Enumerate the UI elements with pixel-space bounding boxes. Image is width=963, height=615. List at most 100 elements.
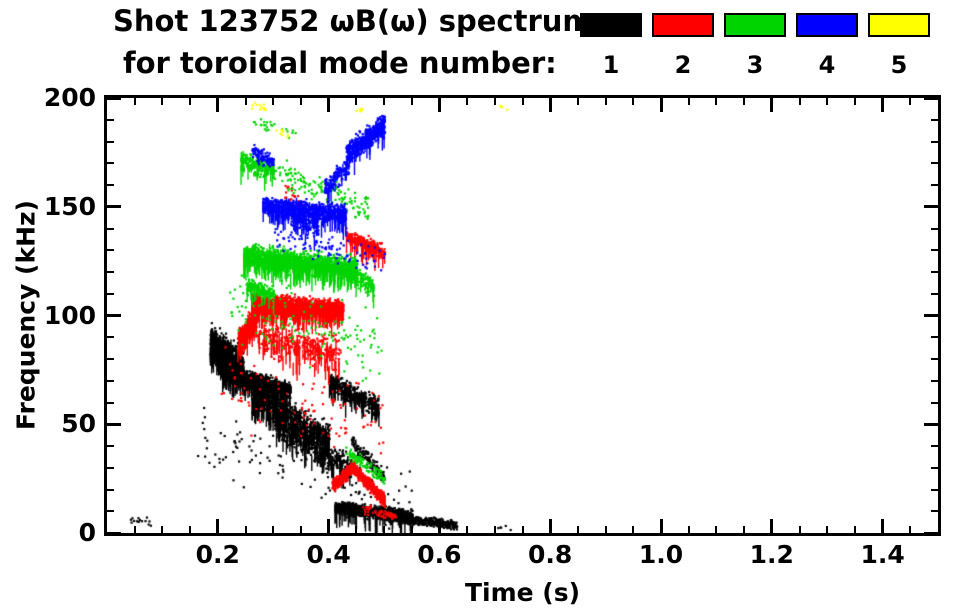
x-tick-label-1.0: 1.0 <box>638 540 684 569</box>
y-tick-label-200: 200 <box>43 83 96 112</box>
x-minor-tick <box>355 98 358 105</box>
x-minor-tick <box>743 98 746 105</box>
y-minor-tick <box>931 401 938 404</box>
y-minor-tick <box>107 510 114 513</box>
y-major-tick <box>924 205 938 209</box>
x-minor-tick <box>189 526 192 533</box>
x-minor-tick <box>161 98 164 105</box>
y-minor-tick <box>107 445 114 447</box>
legend-swatches <box>580 13 930 37</box>
x-minor-tick <box>410 98 413 105</box>
legend-swatch-n3 <box>724 13 786 37</box>
x-major-tick <box>327 98 331 112</box>
x-minor-tick <box>189 98 192 105</box>
x-major-tick <box>548 519 552 533</box>
x-minor-tick <box>798 526 801 533</box>
x-minor-tick <box>521 526 524 533</box>
y-minor-tick <box>931 445 938 447</box>
x-minor-tick <box>743 526 746 533</box>
x-minor-tick <box>853 526 856 533</box>
x-minor-tick <box>244 526 247 533</box>
legend-swatch-n5 <box>868 13 930 37</box>
legend-labels: 1 2 3 4 5 <box>580 51 930 79</box>
x-minor-tick <box>604 526 607 533</box>
y-major-tick <box>924 531 938 535</box>
x-minor-tick <box>826 98 829 105</box>
x-minor-tick <box>493 526 496 533</box>
legend-label-n3: 3 <box>746 51 764 79</box>
x-minor-tick <box>466 98 469 105</box>
x-major-tick <box>659 98 663 112</box>
y-minor-tick <box>107 227 114 230</box>
x-minor-tick <box>715 98 718 105</box>
x-major-tick <box>327 519 331 533</box>
x-minor-tick <box>383 98 385 105</box>
x-minor-tick <box>576 526 579 533</box>
x-major-tick <box>437 98 441 112</box>
y-major-tick <box>107 205 121 209</box>
x-minor-tick <box>909 98 912 105</box>
x-major-tick <box>770 98 774 112</box>
y-minor-tick <box>107 401 114 404</box>
y-minor-tick <box>931 140 938 143</box>
x-minor-tick <box>909 526 912 533</box>
x-tick-label-1.2: 1.2 <box>749 540 794 569</box>
y-minor-tick <box>107 488 114 491</box>
y-major-tick <box>107 531 121 535</box>
plot-area <box>104 95 941 536</box>
y-major-tick <box>107 96 121 100</box>
x-major-tick <box>437 519 441 533</box>
y-minor-tick <box>931 227 938 230</box>
y-minor-tick <box>931 271 938 273</box>
x-minor-tick <box>687 526 690 533</box>
x-minor-tick <box>299 526 302 533</box>
x-minor-tick <box>826 526 829 533</box>
x-minor-tick <box>244 98 247 105</box>
y-minor-tick <box>931 118 938 121</box>
x-minor-tick <box>410 526 413 533</box>
y-minor-tick <box>107 379 114 382</box>
y-minor-tick <box>107 184 114 186</box>
x-minor-tick <box>632 98 635 105</box>
y-minor-tick <box>931 510 938 513</box>
y-major-tick <box>924 96 938 100</box>
y-major-tick <box>107 422 121 426</box>
x-minor-tick <box>299 98 302 105</box>
x-minor-tick <box>383 526 385 533</box>
chart-title-line2: for toroidal mode number: <box>123 46 557 80</box>
y-minor-tick <box>931 466 938 469</box>
spectrum-canvas <box>107 98 938 533</box>
x-tick-label-0.4: 0.4 <box>306 540 351 569</box>
x-major-tick <box>216 98 220 112</box>
x-minor-tick <box>687 98 690 105</box>
legend-label-n1: 1 <box>602 51 620 79</box>
x-minor-tick <box>272 526 275 533</box>
y-minor-tick <box>931 249 938 252</box>
x-minor-tick <box>133 98 136 105</box>
x-tick-label-1.4: 1.4 <box>860 540 905 569</box>
legend-label-n2: 2 <box>674 51 692 79</box>
y-tick-label-0: 0 <box>78 518 96 547</box>
x-minor-tick <box>632 526 635 533</box>
x-major-tick <box>216 519 220 533</box>
y-minor-tick <box>107 336 114 339</box>
y-tick-label-150: 150 <box>43 191 96 221</box>
y-minor-tick <box>107 162 114 165</box>
legend-swatch-n4 <box>796 13 858 37</box>
x-major-tick <box>548 98 552 112</box>
chart-title-line1: Shot 123752 ωB(ω) spectrum <box>113 4 593 38</box>
legend-label-n4: 4 <box>818 51 836 79</box>
x-minor-tick <box>133 526 136 533</box>
x-major-tick <box>770 519 774 533</box>
x-tick-label-0.6: 0.6 <box>417 540 462 569</box>
x-minor-tick <box>521 98 524 105</box>
y-minor-tick <box>931 488 938 491</box>
x-tick-label-0.8: 0.8 <box>528 540 573 569</box>
x-tick-label-0.2: 0.2 <box>195 540 240 569</box>
x-minor-tick <box>576 98 579 105</box>
x-minor-tick <box>466 526 469 533</box>
legend-label-n5: 5 <box>890 51 908 79</box>
y-minor-tick <box>931 292 938 295</box>
y-minor-tick <box>931 379 938 382</box>
